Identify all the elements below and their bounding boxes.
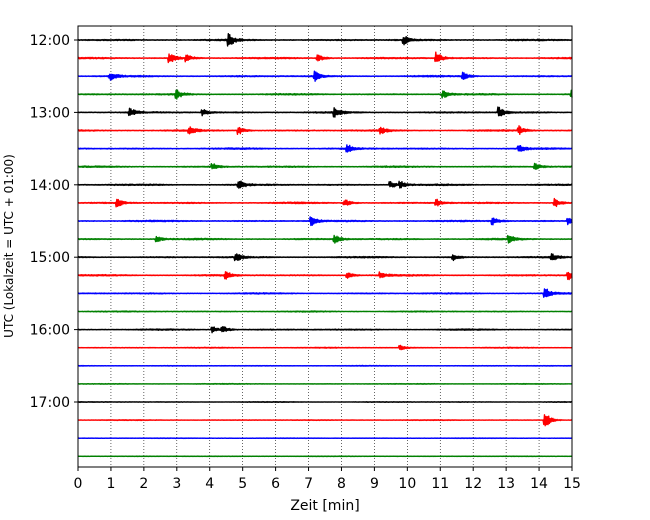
x-tick-label: 3 [172, 476, 181, 492]
trace-line [77, 51, 573, 64]
x-tick-label: 15 [563, 476, 581, 492]
trace-line [77, 106, 573, 118]
trace-line [77, 400, 573, 404]
x-axis-label: Zeit [min] [290, 498, 359, 514]
y-tick-label: 14:00 [30, 178, 70, 194]
trace-line [77, 197, 573, 208]
x-tick-label: 7 [304, 476, 313, 492]
plot-frame [77, 25, 573, 468]
y-tick-label: 17:00 [30, 395, 70, 411]
x-tick-label: 14 [530, 476, 548, 492]
trace-line [77, 271, 573, 281]
x-tick-label: 10 [398, 476, 416, 492]
y-axis-label: UTC (Lokalzeit = UTC + 01:00) [2, 154, 16, 338]
y-tick-label: 16:00 [30, 323, 70, 339]
trace-line [77, 364, 573, 367]
x-axis-ticks: 0 1 2 3 4 5 6 7 8 9 10 11 12 13 14 15 [74, 467, 581, 492]
x-tick-label: 2 [139, 476, 148, 492]
trace-line [77, 89, 573, 100]
x-tick-label: 6 [271, 476, 280, 492]
trace-line [77, 344, 573, 351]
traces-layer [77, 33, 573, 458]
y-axis-ticks: 12:00 13:00 14:00 15:00 16:00 17:00 [30, 33, 78, 411]
x-tick-label: 13 [497, 476, 515, 492]
trace-line [77, 70, 573, 82]
trace-line [77, 216, 573, 227]
trace-line [77, 125, 573, 136]
trace-line [77, 180, 573, 189]
trace-line [77, 414, 573, 427]
x-tick-label: 11 [431, 476, 449, 492]
trace-line [77, 253, 573, 262]
x-tick-label: 1 [106, 476, 115, 492]
x-tick-label: 9 [370, 476, 379, 492]
trace-line [77, 144, 573, 153]
trace-line [77, 310, 573, 313]
y-tick-label: 12:00 [30, 33, 70, 49]
y-tick-label: 15:00 [30, 250, 70, 266]
trace-line [77, 437, 573, 440]
y-tick-label: 13:00 [30, 105, 70, 121]
trace-line [77, 162, 573, 170]
trace-line [77, 455, 573, 458]
trace-line [77, 234, 573, 244]
trace-line [77, 33, 573, 47]
trace-line [77, 288, 573, 298]
x-tick-label: 8 [337, 476, 346, 492]
x-tick-label: 12 [464, 476, 482, 492]
trace-line [77, 382, 573, 385]
x-tick-label: 0 [74, 476, 83, 492]
x-tick-label: 4 [205, 476, 214, 492]
x-tick-label: 5 [238, 476, 247, 492]
trace-line [77, 326, 573, 334]
